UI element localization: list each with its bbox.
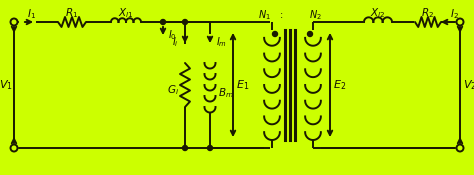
- Circle shape: [456, 19, 464, 26]
- Text: $I_2$: $I_2$: [449, 7, 458, 21]
- Text: $X_{l1}$: $X_{l1}$: [118, 6, 134, 20]
- Text: $R_2$: $R_2$: [421, 6, 435, 20]
- Circle shape: [10, 19, 18, 26]
- Text: $N_1$: $N_1$: [257, 8, 271, 22]
- Text: $I_m$: $I_m$: [216, 35, 227, 49]
- Text: $E_2$: $E_2$: [333, 78, 346, 92]
- Text: $B_m$: $B_m$: [218, 86, 234, 100]
- Text: $I_0$: $I_0$: [168, 28, 176, 42]
- Circle shape: [161, 19, 165, 25]
- Circle shape: [182, 19, 188, 25]
- Text: $R_1$: $R_1$: [65, 6, 79, 20]
- Text: $:$: $:$: [278, 10, 284, 20]
- Circle shape: [308, 32, 312, 37]
- Text: $G_i$: $G_i$: [167, 83, 179, 97]
- Text: $V_2$: $V_2$: [463, 78, 474, 92]
- Text: $V_1$: $V_1$: [0, 78, 13, 92]
- Text: $N_2$: $N_2$: [309, 8, 321, 22]
- Circle shape: [182, 145, 188, 150]
- Text: $X_{l2}$: $X_{l2}$: [370, 6, 386, 20]
- Circle shape: [208, 145, 212, 150]
- Text: $E_1$: $E_1$: [237, 78, 250, 92]
- Circle shape: [273, 32, 277, 37]
- Circle shape: [456, 145, 464, 152]
- Circle shape: [10, 145, 18, 152]
- Text: $I_i$: $I_i$: [172, 35, 178, 49]
- Text: $I_1$: $I_1$: [27, 7, 36, 21]
